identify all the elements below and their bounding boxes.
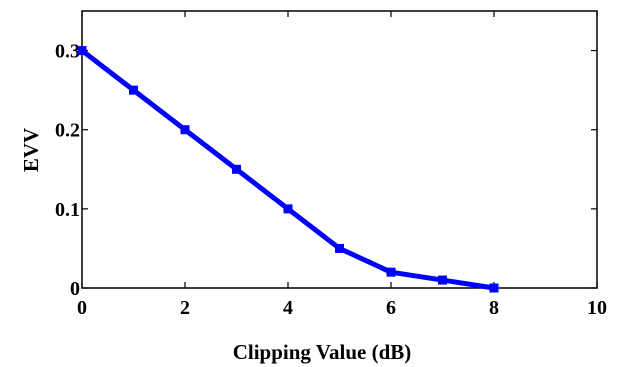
y-tick-label: 0.2 xyxy=(55,120,80,142)
x-axis-label: Clipping Value (dB) xyxy=(233,340,412,364)
data-point xyxy=(489,283,499,293)
data-point xyxy=(180,125,190,135)
data-point xyxy=(77,46,87,56)
data-point xyxy=(232,164,241,174)
x-tick-labels: 0 2 4 6 8 10 xyxy=(77,297,607,319)
x-tick-label: 6 xyxy=(386,297,396,319)
data-point xyxy=(283,204,293,214)
y-tick-labels: 0 0.1 0.2 0.3 xyxy=(55,41,80,300)
x-tick-label: 0 xyxy=(77,297,87,319)
y-axis-label: EVV xyxy=(19,128,43,172)
y-tick-label: 0 xyxy=(70,278,80,300)
y-tick-label: 0.3 xyxy=(55,41,80,63)
data-point xyxy=(335,243,344,253)
y-tick-label: 0.1 xyxy=(55,199,80,221)
x-tick-label: 10 xyxy=(587,297,607,319)
data-point xyxy=(129,85,138,95)
series-layer xyxy=(77,46,499,293)
plot-area xyxy=(81,10,598,289)
x-tick-label: 8 xyxy=(489,297,499,319)
x-tick-label: 2 xyxy=(180,297,190,319)
x-tick-label: 4 xyxy=(283,297,293,319)
data-point xyxy=(438,275,447,285)
data-point xyxy=(386,267,396,277)
